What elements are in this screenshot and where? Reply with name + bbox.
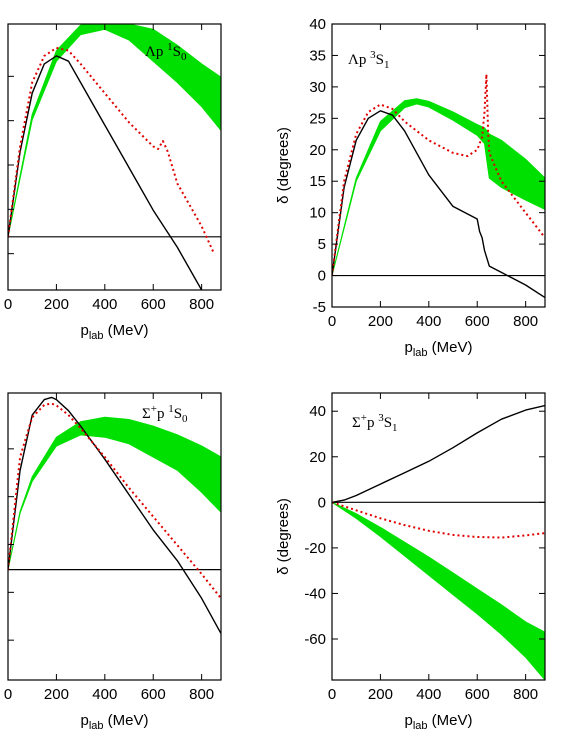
plot-frame-bottom-right <box>331 392 546 681</box>
x-tick-label-bottom-left: 600 <box>141 686 166 703</box>
solid-curve-bottom-left <box>8 396 221 634</box>
y-tick-label-top-right: 15 <box>309 173 326 190</box>
dotted-curve-top-right <box>332 73 545 276</box>
y-tick-label-top-right: 40 <box>309 16 326 33</box>
y-tick-label-bottom-right: 20 <box>309 449 326 466</box>
x-tick-label-top-left: 0 <box>4 296 12 313</box>
uncertainty-band-bottom-right <box>332 501 545 680</box>
y-tick-label-top-right: 20 <box>309 142 326 159</box>
x-tick-label-bottom-left: 0 <box>4 686 12 703</box>
panel-title-bottom-right: Σ+p 3S1 <box>352 412 398 434</box>
y-tick-label-top-right: -5 <box>313 299 326 316</box>
plot-area-top-right <box>332 73 545 299</box>
y-axis-label-top-right: δ (degrees) <box>275 127 292 204</box>
x-axis-label-bottom-left: plab (MeV) <box>80 712 148 732</box>
dotted-curve-top-left <box>8 46 215 254</box>
uncertainty-band-top-left <box>8 24 221 237</box>
plot-area-top-left <box>8 24 221 290</box>
panel-top-left: 0 200 400 600 800 plab (MeV) Λp 1S0 <box>4 23 222 342</box>
x-tick-label-top-left: 800 <box>189 296 214 313</box>
x-tick-label-top-left: 600 <box>141 296 166 313</box>
x-tick-label-top-right: 400 <box>416 313 441 330</box>
panel-title-top-right: Λp 3S1 <box>348 49 389 71</box>
y-tick-label-top-right: 25 <box>309 110 326 127</box>
plot-area-bottom-right <box>332 404 545 680</box>
y-tick-label-bottom-right: -20 <box>304 540 326 557</box>
plot-frame-bottom-left <box>7 392 222 681</box>
y-tick-label-bottom-right: -40 <box>304 585 326 602</box>
uncertainty-band-top-right <box>332 98 545 276</box>
x-tick-label-bottom-right: 200 <box>368 686 393 703</box>
y-tick-label-top-right: 35 <box>309 47 326 64</box>
y-tick-label-bottom-right: -60 <box>304 631 326 648</box>
x-tick-label-top-right: 600 <box>465 313 490 330</box>
y-tick-label-top-right: 10 <box>309 205 326 222</box>
x-tick-label-top-right: 200 <box>368 313 393 330</box>
x-tick-label-bottom-left: 400 <box>92 686 117 703</box>
solid-curve-bottom-right <box>332 404 545 503</box>
panel-bottom-right: 0 200 400 600 800 -60 -40 -20 0 20 40 plab (MeV) δ (… <box>275 392 546 732</box>
y-tick-label-top-right: 0 <box>318 268 326 285</box>
plot-frame-top-right <box>331 23 546 308</box>
x-tick-label-top-right: 0 <box>328 313 336 330</box>
plot-frame-top-left <box>7 23 222 291</box>
x-tick-label-top-right: 800 <box>513 313 538 330</box>
x-tick-label-top-left: 200 <box>44 296 69 313</box>
y-tick-label-bottom-right: 0 <box>318 494 326 511</box>
uncertainty-band-bottom-left <box>8 416 221 570</box>
x-tick-label-bottom-right: 600 <box>465 686 490 703</box>
x-tick-label-bottom-left: 200 <box>44 686 69 703</box>
x-tick-label-bottom-right: 800 <box>513 686 538 703</box>
panel-title-bottom-left: Σ+p 1S0 <box>142 403 188 425</box>
panel-title-top-left: Λp 1S0 <box>145 41 187 63</box>
x-tick-label-top-left: 400 <box>92 296 117 313</box>
x-axis-label-top-left: plab (MeV) <box>80 322 148 342</box>
x-tick-label-bottom-left: 800 <box>189 686 214 703</box>
solid-curve-top-left <box>8 55 203 290</box>
y-tick-label-bottom-right: 40 <box>309 403 326 420</box>
plot-area-bottom-left <box>8 396 221 634</box>
y-axis-label-bottom-right: δ (degrees) <box>275 498 292 575</box>
x-tick-label-bottom-right: 0 <box>328 686 336 703</box>
solid-curve-top-right <box>332 110 545 299</box>
dotted-curve-bottom-right <box>332 501 545 539</box>
panel-bottom-left: 0 200 400 600 800 plab (MeV) Σ+p 1S0 <box>4 392 222 732</box>
y-tick-label-top-right: 30 <box>309 79 326 96</box>
y-tick-label-top-right: 5 <box>318 236 326 253</box>
x-axis-label-bottom-right: plab (MeV) <box>404 712 472 732</box>
x-axis-label-top-right: plab (MeV) <box>404 339 472 359</box>
x-tick-label-bottom-right: 400 <box>416 686 441 703</box>
